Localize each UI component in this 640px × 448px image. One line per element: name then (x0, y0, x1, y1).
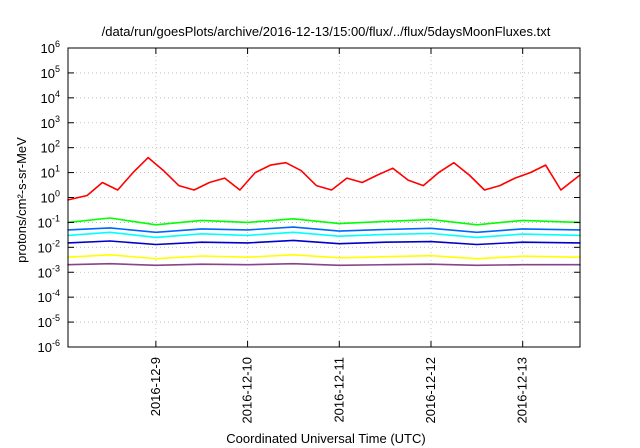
y-tick-label: 105 (41, 64, 60, 81)
y-tick-label: 10-4 (38, 288, 60, 305)
series-line-4 (67, 226, 581, 234)
y-tick-exponent: 4 (55, 89, 60, 99)
x-tick-label: 2016-12-9 (148, 357, 163, 416)
y-tick-base: 10 (41, 191, 55, 206)
x-tick-label: 2016-12-10 (240, 357, 255, 424)
y-tick-label: 106 (41, 39, 60, 56)
y-tick-exponent: -6 (52, 338, 60, 348)
y-tick-label: 100 (41, 189, 60, 206)
y-tick-base: 10 (38, 340, 52, 355)
y-tick-base: 10 (41, 116, 55, 131)
y-tick-base: 10 (38, 315, 52, 330)
y-tick-base: 10 (38, 240, 52, 255)
y-tick-base: 10 (38, 265, 52, 280)
x-axis-ticks: 2016-12-9 2016-12-10 2016-12-11 2016-12-12 2… (148, 48, 530, 424)
y-tick-base: 10 (41, 141, 55, 156)
y-tick-exponent: 5 (55, 64, 60, 74)
series-line-5 (67, 239, 581, 246)
y-tick-exponent: 2 (55, 139, 60, 149)
y-tick-label: 10-1 (38, 213, 60, 230)
series-group (67, 156, 581, 267)
series-line-2 (67, 217, 581, 226)
y-tick-exponent: -1 (52, 213, 60, 223)
y-tick-label: 10-2 (38, 238, 60, 255)
y-tick-label: 10-3 (38, 263, 60, 280)
y-tick-base: 10 (38, 215, 52, 230)
y-tick-label: 103 (41, 114, 60, 131)
y-tick-exponent: 3 (55, 114, 60, 124)
series-line-7 (67, 262, 581, 267)
y-tick-label: 102 (41, 139, 60, 156)
y-tick-base: 10 (38, 290, 52, 305)
chart-title: /data/run/goesPlots/archive/2016-12-13/1… (102, 24, 551, 39)
y-tick-label: 10-6 (38, 338, 60, 355)
x-tick-label: 2016-12-11 (331, 357, 346, 423)
y-tick-exponent: -4 (52, 288, 60, 298)
series-line-1 (67, 156, 581, 201)
y-tick-base: 10 (41, 166, 55, 181)
series-line-6 (67, 254, 581, 260)
y-tick-exponent: -5 (52, 313, 60, 323)
y-axis-ticks: 10-610-510-410-310-210-11001011021031041… (38, 39, 580, 355)
y-tick-label: 10-5 (38, 313, 60, 330)
y-tick-exponent: -3 (52, 263, 60, 273)
series-line-3 (67, 231, 581, 239)
y-tick-base: 10 (41, 91, 55, 106)
y-tick-exponent: 1 (55, 164, 60, 174)
y-tick-exponent: -2 (52, 238, 60, 248)
x-axis-label: Coordinated Universal Time (UTC) (226, 431, 425, 446)
y-tick-base: 10 (41, 66, 55, 81)
y-tick-exponent: 6 (55, 39, 60, 49)
x-tick-label: 2016-12-12 (423, 357, 438, 424)
y-axis-label: protons/cm²-s-sr-MeV (14, 137, 29, 263)
y-tick-exponent: 0 (55, 189, 60, 199)
y-tick-label: 101 (41, 164, 60, 181)
x-tick-label: 2016-12-13 (515, 357, 530, 424)
grid (68, 48, 580, 347)
y-tick-label: 104 (41, 89, 60, 106)
y-tick-base: 10 (41, 41, 55, 56)
